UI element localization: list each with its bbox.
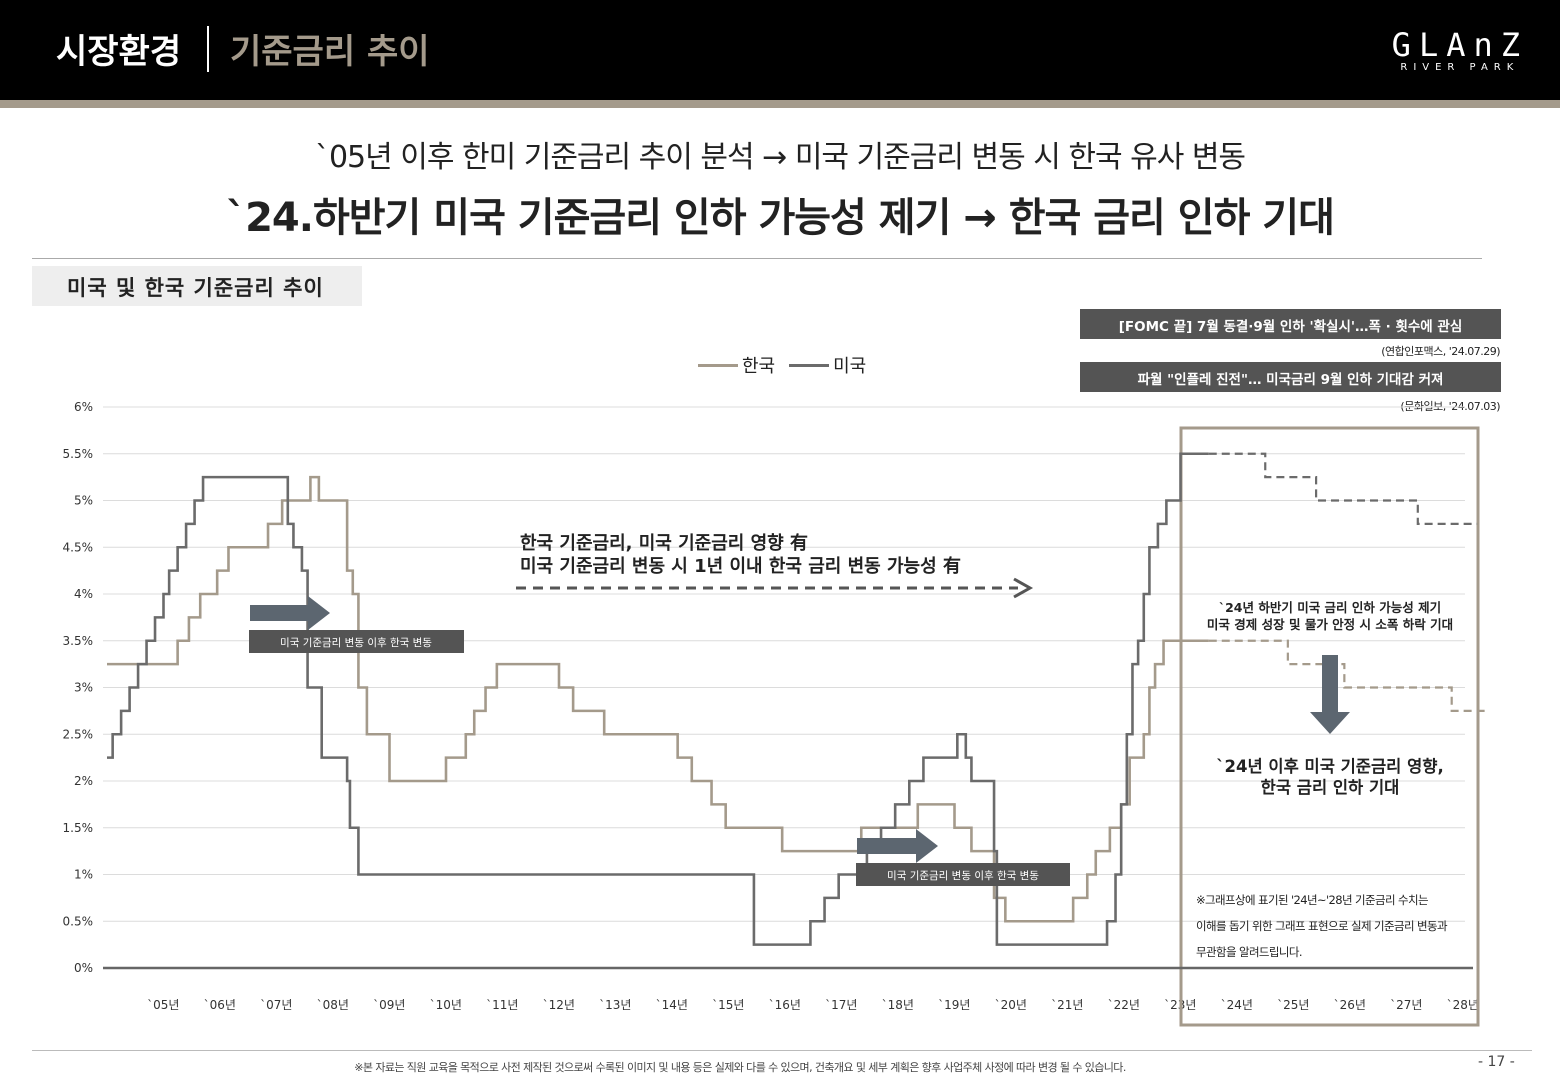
chart-title: 미국 및 한국 기준금리 추이 xyxy=(32,266,362,306)
y-tick-label: 0% xyxy=(74,961,93,975)
y-tick-label: 3.5% xyxy=(63,634,94,648)
series-forecast-usa xyxy=(1208,452,1478,525)
y-tick-label: 1% xyxy=(74,868,93,882)
x-tick-label: `24년 xyxy=(1221,998,1253,1012)
logo-text: GLAnZ xyxy=(1391,26,1528,64)
x-tick-label: `28년 xyxy=(1447,998,1479,1012)
section-title: 시장환경 xyxy=(56,32,182,72)
expect-note-1: `24년 이후 미국 기준금리 영향, xyxy=(1216,756,1443,776)
legend-swatch-korea xyxy=(698,363,738,367)
forecast-box xyxy=(1179,426,1480,1027)
dashed-arrow-head xyxy=(1013,577,1034,599)
header-divider xyxy=(207,26,209,72)
lag-label-1: 미국 기준금리 변동 이후 한국 변동 xyxy=(280,637,432,649)
x-tick-label: `05년 xyxy=(147,998,179,1012)
x-tick-label: `06년 xyxy=(204,998,236,1012)
x-tick-label: `17년 xyxy=(825,998,857,1012)
brand-logo: GLAnZ RIVER PARK xyxy=(1392,26,1528,73)
x-tick-label: `13년 xyxy=(599,998,631,1012)
series-line-korea xyxy=(107,475,1209,923)
headline-1: `05년 이후 한미 기준금리 추이 분석 → 미국 기준금리 변동 시 한국 … xyxy=(314,140,1246,175)
x-tick-label: `07년 xyxy=(260,998,292,1012)
x-tick-label: `09년 xyxy=(373,998,405,1012)
y-tick-label: 3% xyxy=(74,681,93,695)
y-tick-label: 0.5% xyxy=(63,914,94,928)
y-tick-label: 5% xyxy=(74,494,93,508)
expect-note-2: 한국 금리 인하 기대 xyxy=(1261,778,1400,797)
logo-subtext: RIVER PARK xyxy=(1400,62,1520,73)
footer-rule xyxy=(32,1050,1532,1051)
divider-rule xyxy=(32,258,1482,259)
page-title: 기준금리 추이 xyxy=(230,32,430,72)
header-accent-line xyxy=(0,100,1560,108)
series-forecast-korea xyxy=(1208,639,1486,712)
main-annotation-2: 미국 기준금리 변동 시 1년 이내 한국 금리 변동 가능성 有 xyxy=(520,555,961,577)
x-tick-label: `21년 xyxy=(1051,998,1083,1012)
page-number: - 17 - xyxy=(1478,1054,1515,1070)
disclaimer-note-3: 무관함을 알려드립니다. xyxy=(1196,945,1302,959)
x-tick-label: `15년 xyxy=(712,998,744,1012)
y-tick-label: 6% xyxy=(74,400,93,414)
x-tick-label: `19년 xyxy=(938,998,970,1012)
x-tick-label: `12년 xyxy=(543,998,575,1012)
headline-2: `24.하반기 미국 기준금리 인하 가능성 제기 → 한국 금리 인하 기대 xyxy=(226,195,1335,241)
y-tick-label: 2% xyxy=(74,774,93,788)
x-tick-label: `16년 xyxy=(769,998,801,1012)
y-tick-label: 1.5% xyxy=(63,821,94,835)
news-source-1: (연합인포맥스, '24.07.29) xyxy=(1381,345,1500,358)
forecast-note-2: 미국 경제 성장 및 물가 안정 시 소폭 하락 기대 xyxy=(1207,617,1453,632)
x-tick-label: `26년 xyxy=(1334,998,1366,1012)
x-tick-label: `27년 xyxy=(1390,998,1422,1012)
series-line-usa xyxy=(107,452,1209,946)
news-headline-1: [FOMC 끝] 7월 동결·9월 인하 '확실시'…폭 · 횟수에 관심 xyxy=(1080,309,1501,339)
x-tick-label: `10년 xyxy=(430,998,462,1012)
legend-swatch-usa xyxy=(789,363,830,367)
footer-disclaimer: ※본 자료는 직원 교육을 목적으로 사전 제작된 것으로써 수록된 이미지 및… xyxy=(354,1061,1126,1074)
x-tick-label: `18년 xyxy=(882,998,914,1012)
disclaimer-note-1: ※그래프상에 표기된 '24년~'28년 기준금리 수치는 xyxy=(1196,893,1428,907)
news-headline-2: 파월 "인플레 진전"… 미국금리 9월 인하 기대감 커져 xyxy=(1080,362,1501,392)
lag-arrow-2 xyxy=(857,829,938,863)
y-tick-label: 5.5% xyxy=(63,447,94,461)
legend-label-korea: 한국 xyxy=(742,356,776,377)
x-tick-label: `25년 xyxy=(1277,998,1309,1012)
x-tick-label: `08년 xyxy=(317,998,349,1012)
disclaimer-note-2: 이해를 돕기 위한 그래프 표현으로 실제 기준금리 변동과 xyxy=(1196,919,1448,933)
y-tick-label: 2.5% xyxy=(63,727,94,741)
lag-arrow-1 xyxy=(250,596,330,630)
main-annotation-1: 한국 기준금리, 미국 기준금리 영향 有 xyxy=(520,532,808,554)
y-tick-label: 4.5% xyxy=(63,540,94,554)
x-tick-label: `22년 xyxy=(1108,998,1140,1012)
x-tick-label: `11년 xyxy=(486,998,518,1012)
y-tick-label: 4% xyxy=(74,587,93,601)
legend-label-usa: 미국 xyxy=(833,356,867,377)
x-tick-label: `20년 xyxy=(995,998,1027,1012)
lag-label-box-2 xyxy=(856,863,1070,886)
lag-label-2: 미국 기준금리 변동 이후 한국 변동 xyxy=(887,870,1039,882)
chart-legend: 한국 미국 xyxy=(698,352,866,378)
down-arrow xyxy=(1310,655,1350,734)
lag-label-box-1 xyxy=(249,630,464,653)
header-bar xyxy=(0,0,1560,100)
x-tick-label: `14년 xyxy=(656,998,688,1012)
forecast-note-1: `24년 하반기 미국 금리 인하 가능성 제기 xyxy=(1219,600,1441,615)
